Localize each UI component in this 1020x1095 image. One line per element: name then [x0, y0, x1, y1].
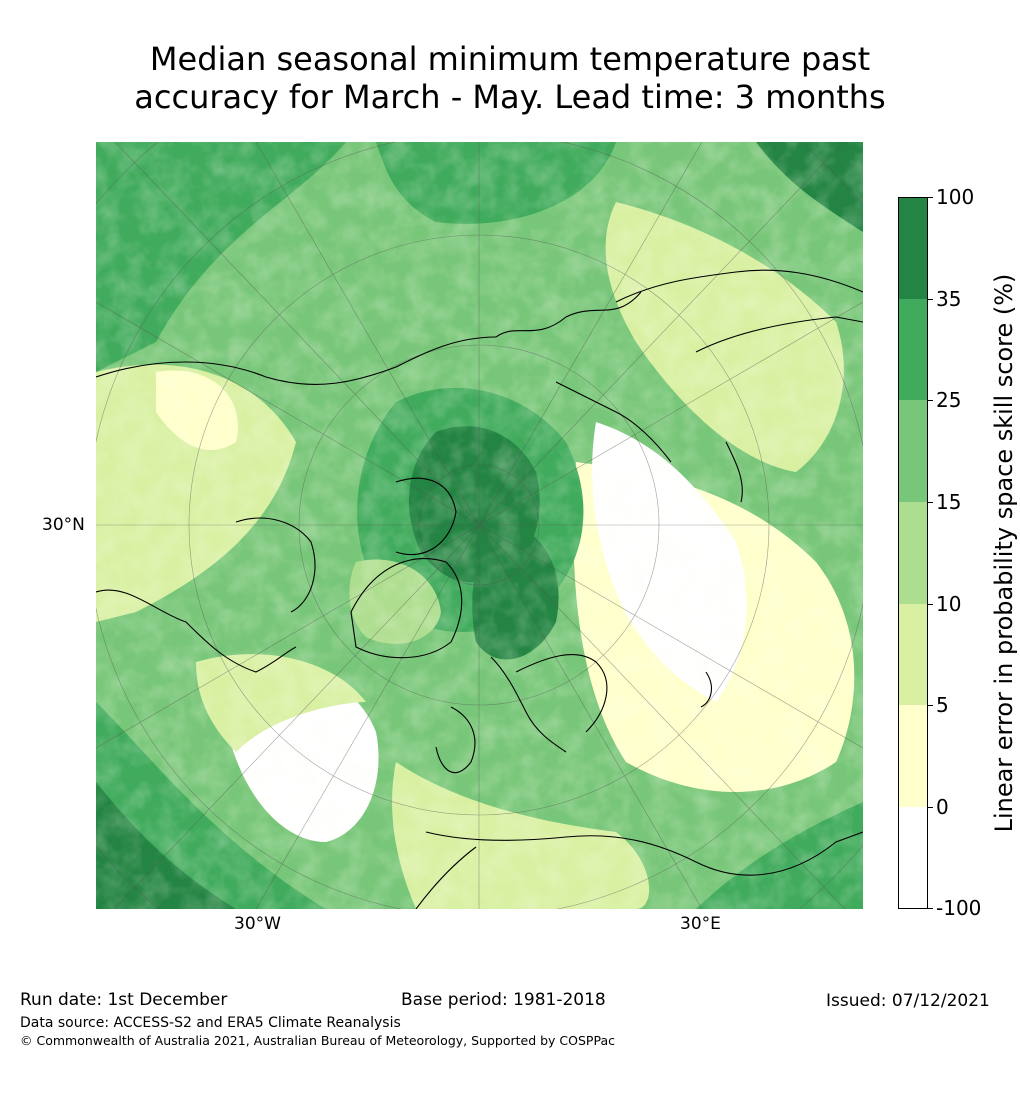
colorbar-tick	[928, 299, 933, 300]
run-date: Run date: 1st December	[20, 990, 228, 1010]
graticule	[96, 142, 863, 909]
colorbar-label-0: 0	[936, 795, 949, 819]
colorbar-bin-5-10	[898, 604, 928, 705]
colorbar-label-10: 10	[936, 592, 962, 616]
colorbar-tick	[928, 197, 933, 198]
colorbar-label-100: 100	[936, 185, 975, 209]
colorbar-bin-35-100	[898, 197, 928, 299]
lat-label-30n: 30°N	[42, 515, 85, 535]
title-line-1: Median seasonal minimum temperature past	[149, 40, 871, 78]
colorbar-bin-10-15	[898, 502, 928, 604]
colorbar-label-5: 5	[936, 693, 949, 717]
colorbar-label-25: 25	[936, 388, 962, 412]
colorbar-tick	[928, 604, 933, 605]
colorbar-title: Linear error in probability space skill …	[990, 273, 1018, 833]
colorbar-bin-0-5	[898, 705, 928, 807]
data-source: Data source: ACCESS-S2 and ERA5 Climate …	[20, 1015, 401, 1031]
colorbar-tick	[928, 400, 933, 401]
colorbar-bin-neg100-0	[898, 807, 928, 909]
colorbar-label-35: 35	[936, 287, 962, 311]
polar-skill-map	[96, 142, 863, 909]
colorbar-bin-25-35	[898, 299, 928, 400]
colorbar-tick	[928, 502, 933, 503]
texture-overlay	[96, 142, 863, 909]
lon-label-30e: 30°E	[680, 914, 721, 934]
title-line-2: accuracy for March - May. Lead time: 3 m…	[134, 78, 886, 116]
coastlines	[96, 269, 863, 909]
copyright: © Commonwealth of Australia 2021, Austra…	[20, 1033, 615, 1048]
issued-date: Issued: 07/12/2021	[826, 991, 990, 1011]
colorbar-label-15: 15	[936, 490, 962, 514]
colorbar-tick	[928, 908, 933, 909]
colorbar-tick	[928, 705, 933, 706]
colorbar-tick	[928, 807, 933, 808]
colorbar	[898, 197, 928, 909]
chart-title: Median seasonal minimum temperature past…	[0, 40, 1020, 116]
colorbar-label-neg100: -100	[936, 896, 982, 920]
colorbar-bin-15-25	[898, 400, 928, 502]
base-period: Base period: 1981-2018	[401, 990, 606, 1010]
lon-label-30w: 30°W	[234, 914, 281, 934]
